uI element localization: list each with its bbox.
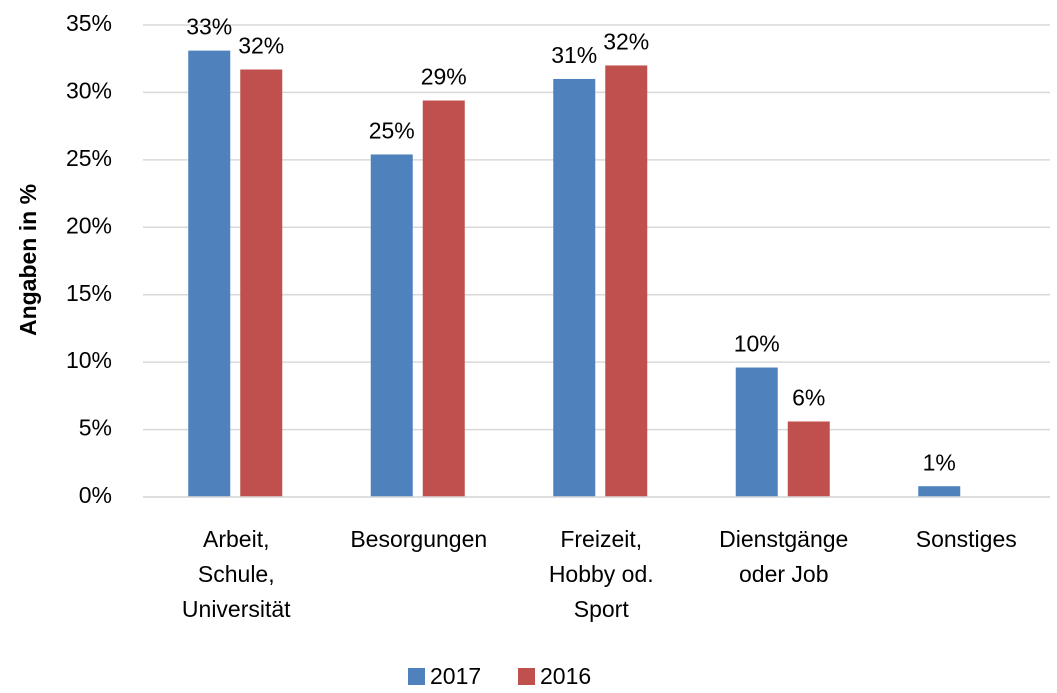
x-tick-label: Arbeit, Schule, Universität bbox=[181, 526, 291, 622]
legend-swatch bbox=[408, 668, 425, 685]
y-axis-title: Angaben in % bbox=[15, 184, 41, 336]
legend-label: 2017 bbox=[430, 663, 481, 689]
bar bbox=[422, 100, 465, 498]
bar bbox=[188, 50, 231, 497]
bar bbox=[370, 154, 413, 497]
data-label: 25% bbox=[369, 118, 415, 144]
x-tick-label: Dienstgänge oder Job bbox=[719, 526, 849, 587]
bar bbox=[605, 65, 648, 497]
data-label: 32% bbox=[603, 29, 649, 55]
data-label: 29% bbox=[421, 64, 467, 90]
y-tick-label: 25% bbox=[66, 145, 112, 171]
legend-swatch bbox=[518, 668, 535, 685]
y-tick-label: 30% bbox=[66, 78, 112, 104]
x-tick-label: Freizeit, Hobby od. Sport bbox=[548, 526, 654, 622]
data-label: 32% bbox=[238, 33, 284, 59]
y-tick-label: 15% bbox=[66, 280, 112, 306]
data-label: 31% bbox=[551, 42, 597, 68]
bar bbox=[735, 367, 778, 497]
data-label: 6% bbox=[792, 385, 825, 411]
x-tick-label: Besorgungen bbox=[350, 526, 488, 552]
legend-label: 2016 bbox=[540, 663, 591, 689]
y-tick-label: 10% bbox=[66, 347, 112, 373]
y-tick-label: 20% bbox=[66, 212, 112, 238]
bar bbox=[553, 78, 596, 497]
data-label: 33% bbox=[186, 14, 232, 40]
x-tick-label: Sonstiges bbox=[915, 526, 1017, 552]
y-tick-label: 5% bbox=[79, 415, 112, 441]
bar bbox=[787, 421, 830, 497]
y-tick-label: 35% bbox=[66, 10, 112, 36]
y-tick-label: 0% bbox=[79, 482, 112, 508]
data-label: 10% bbox=[734, 331, 780, 357]
bar bbox=[240, 69, 283, 497]
bar bbox=[918, 486, 961, 497]
data-label: 1% bbox=[923, 449, 956, 475]
